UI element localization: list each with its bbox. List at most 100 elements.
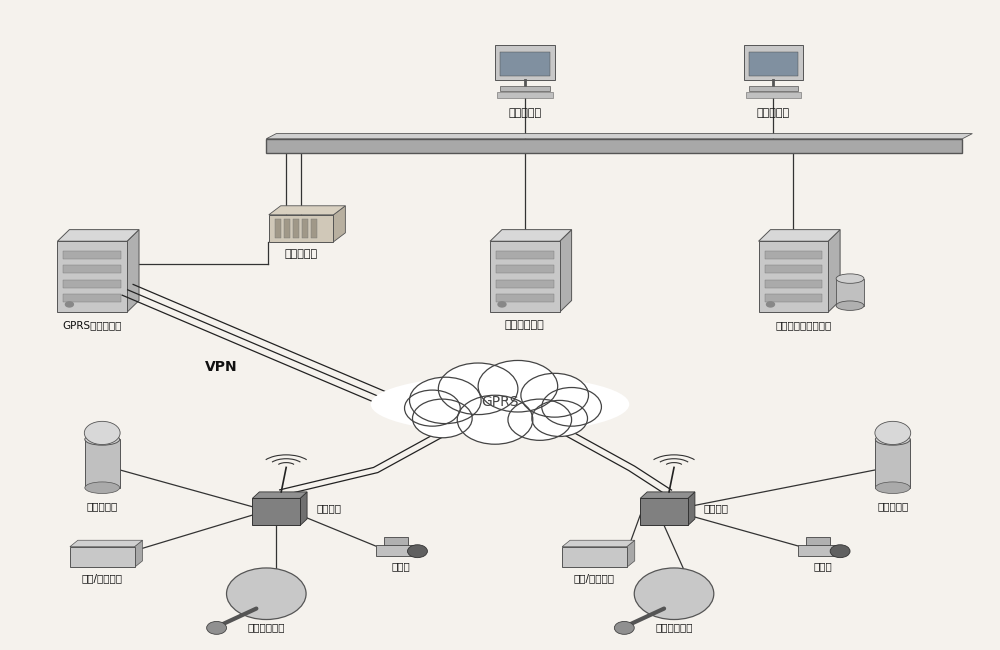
Circle shape bbox=[614, 621, 634, 634]
FancyBboxPatch shape bbox=[749, 52, 798, 75]
FancyBboxPatch shape bbox=[70, 547, 135, 567]
Text: 动态增容主站: 动态增容主站 bbox=[505, 320, 545, 330]
Polygon shape bbox=[836, 279, 864, 306]
Ellipse shape bbox=[875, 482, 910, 493]
Text: 应用客户端: 应用客户端 bbox=[508, 108, 541, 118]
Circle shape bbox=[412, 399, 472, 438]
Text: 自动气象站: 自动气象站 bbox=[877, 501, 908, 511]
Circle shape bbox=[65, 302, 73, 307]
Polygon shape bbox=[828, 229, 840, 312]
Polygon shape bbox=[269, 206, 345, 215]
Polygon shape bbox=[252, 492, 307, 499]
FancyBboxPatch shape bbox=[252, 499, 300, 525]
Text: 监测装置: 监测装置 bbox=[316, 504, 341, 514]
Circle shape bbox=[875, 421, 911, 445]
Text: 摄像机: 摄像机 bbox=[814, 562, 833, 571]
FancyBboxPatch shape bbox=[765, 280, 822, 288]
Circle shape bbox=[498, 302, 506, 307]
FancyBboxPatch shape bbox=[759, 241, 828, 312]
FancyBboxPatch shape bbox=[311, 218, 317, 238]
FancyBboxPatch shape bbox=[744, 45, 803, 80]
Circle shape bbox=[478, 361, 558, 412]
Circle shape bbox=[508, 399, 572, 440]
Text: GPRS通信服务器: GPRS通信服务器 bbox=[63, 320, 122, 330]
Polygon shape bbox=[490, 229, 572, 241]
Circle shape bbox=[767, 302, 774, 307]
Circle shape bbox=[410, 377, 481, 424]
FancyBboxPatch shape bbox=[765, 265, 822, 274]
Circle shape bbox=[84, 421, 120, 445]
FancyBboxPatch shape bbox=[266, 138, 962, 153]
Circle shape bbox=[532, 400, 588, 437]
FancyBboxPatch shape bbox=[269, 214, 333, 242]
FancyBboxPatch shape bbox=[85, 439, 120, 488]
FancyBboxPatch shape bbox=[63, 251, 121, 259]
FancyBboxPatch shape bbox=[63, 294, 121, 302]
Polygon shape bbox=[333, 206, 345, 242]
Circle shape bbox=[438, 363, 518, 415]
Text: 监测数据存储服务器: 监测数据存储服务器 bbox=[775, 320, 831, 330]
Ellipse shape bbox=[875, 434, 910, 445]
FancyBboxPatch shape bbox=[293, 218, 299, 238]
Polygon shape bbox=[640, 492, 695, 499]
Text: 自动气象站: 自动气象站 bbox=[87, 501, 118, 511]
Text: 张力/倾角测量: 张力/倾角测量 bbox=[574, 573, 615, 583]
FancyBboxPatch shape bbox=[496, 280, 554, 288]
Circle shape bbox=[521, 373, 589, 417]
FancyBboxPatch shape bbox=[798, 545, 838, 556]
Text: GPRS: GPRS bbox=[481, 395, 519, 410]
FancyBboxPatch shape bbox=[746, 92, 801, 98]
FancyBboxPatch shape bbox=[500, 86, 550, 91]
Ellipse shape bbox=[85, 434, 120, 445]
Ellipse shape bbox=[836, 301, 864, 311]
FancyBboxPatch shape bbox=[497, 92, 553, 98]
Polygon shape bbox=[135, 540, 142, 567]
Polygon shape bbox=[560, 229, 572, 312]
FancyBboxPatch shape bbox=[302, 218, 308, 238]
Polygon shape bbox=[300, 492, 307, 525]
FancyBboxPatch shape bbox=[490, 241, 560, 312]
Text: 管理工作站: 管理工作站 bbox=[757, 108, 790, 118]
Circle shape bbox=[542, 387, 601, 426]
FancyBboxPatch shape bbox=[495, 45, 555, 80]
Polygon shape bbox=[562, 540, 635, 547]
Text: 导线温度测量: 导线温度测量 bbox=[655, 622, 693, 632]
Polygon shape bbox=[759, 229, 840, 241]
Ellipse shape bbox=[371, 375, 629, 434]
Circle shape bbox=[457, 395, 533, 444]
Text: 网络隔离器: 网络隔离器 bbox=[285, 249, 318, 259]
Text: 监测装置: 监测装置 bbox=[704, 504, 729, 514]
Circle shape bbox=[830, 545, 850, 558]
FancyBboxPatch shape bbox=[63, 265, 121, 274]
FancyBboxPatch shape bbox=[496, 294, 554, 302]
FancyBboxPatch shape bbox=[765, 251, 822, 259]
Ellipse shape bbox=[85, 482, 120, 493]
FancyBboxPatch shape bbox=[384, 537, 408, 549]
Text: 导线温度测量: 导线温度测量 bbox=[248, 622, 285, 632]
FancyBboxPatch shape bbox=[284, 218, 290, 238]
FancyBboxPatch shape bbox=[806, 537, 830, 549]
Circle shape bbox=[227, 568, 306, 619]
FancyBboxPatch shape bbox=[562, 547, 627, 567]
Circle shape bbox=[207, 621, 227, 634]
Circle shape bbox=[408, 545, 427, 558]
FancyBboxPatch shape bbox=[376, 545, 415, 556]
Polygon shape bbox=[127, 229, 139, 312]
Circle shape bbox=[634, 568, 714, 619]
FancyBboxPatch shape bbox=[640, 499, 688, 525]
Text: 张力/倾角测量: 张力/倾角测量 bbox=[82, 573, 123, 583]
FancyBboxPatch shape bbox=[500, 52, 550, 75]
FancyBboxPatch shape bbox=[57, 241, 127, 312]
Text: 摄像机: 摄像机 bbox=[391, 562, 410, 571]
FancyBboxPatch shape bbox=[63, 280, 121, 288]
Circle shape bbox=[405, 390, 460, 426]
FancyBboxPatch shape bbox=[496, 265, 554, 274]
Ellipse shape bbox=[836, 274, 864, 283]
Text: VPN: VPN bbox=[205, 360, 238, 374]
FancyBboxPatch shape bbox=[749, 86, 798, 91]
Polygon shape bbox=[627, 540, 635, 567]
Polygon shape bbox=[70, 540, 142, 547]
Polygon shape bbox=[266, 134, 972, 138]
FancyBboxPatch shape bbox=[275, 218, 281, 238]
Polygon shape bbox=[688, 492, 695, 525]
